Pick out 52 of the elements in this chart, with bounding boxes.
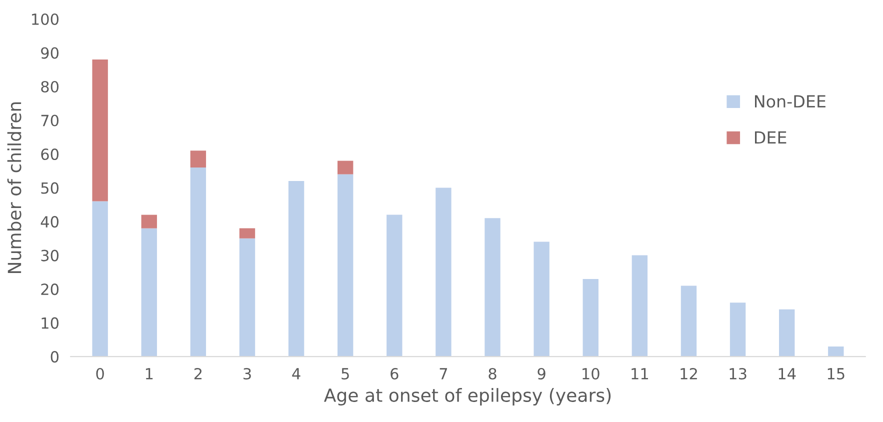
bar xyxy=(582,278,598,357)
x-tick-label: 2 xyxy=(194,368,202,380)
x-tick-label: 5 xyxy=(342,368,349,380)
bar xyxy=(141,228,157,357)
y-tick-label: 30 xyxy=(41,250,59,262)
bar xyxy=(92,60,108,202)
y-tick-label: 80 xyxy=(41,80,59,93)
bar xyxy=(190,150,206,168)
x-tick-label: 14 xyxy=(778,368,796,380)
bar xyxy=(141,214,157,228)
y-tick-label: 60 xyxy=(41,148,59,160)
y-tick-label: 40 xyxy=(40,216,59,228)
bar xyxy=(730,302,746,357)
x-tick-label: 15 xyxy=(828,368,844,380)
x-tick-label: 6 xyxy=(390,368,398,380)
y-tick-label: 90 xyxy=(41,47,59,59)
y-tick-label: 50 xyxy=(41,182,59,194)
x-tick-label: 0 xyxy=(96,368,104,380)
bar xyxy=(386,214,402,357)
bar xyxy=(190,168,206,357)
bar xyxy=(92,201,108,357)
x-tick-label: 3 xyxy=(244,368,251,380)
bar xyxy=(632,255,648,357)
x-tick-label: 11 xyxy=(632,368,648,380)
x-tick-label: 4 xyxy=(292,368,300,380)
x-tick-label: 1 xyxy=(146,368,153,380)
x-tick-label: 13 xyxy=(730,368,746,380)
y-tick-label: 20 xyxy=(41,284,59,296)
bar xyxy=(288,181,304,357)
x-tick-label: 9 xyxy=(538,368,546,380)
bar xyxy=(338,174,354,357)
bar xyxy=(239,228,256,238)
bar xyxy=(436,188,452,357)
legend-label: Non-DEE xyxy=(754,95,826,108)
bar xyxy=(828,346,844,357)
bar xyxy=(779,309,795,357)
legend-label: DEE xyxy=(754,131,786,144)
bar xyxy=(239,238,256,357)
bar xyxy=(484,218,500,357)
x-tick-label: 12 xyxy=(680,368,697,380)
y-tick-label: 10 xyxy=(42,317,59,329)
bar xyxy=(534,242,550,357)
bar xyxy=(680,286,697,357)
x-tick-label: 10 xyxy=(582,368,600,380)
x-axis-title: Age at onset of epilepsy (years) xyxy=(324,388,611,406)
y-tick-label: 0 xyxy=(50,351,59,363)
y-axis-title: Number of children xyxy=(7,102,22,273)
x-tick-label: 7 xyxy=(440,368,448,380)
y-tick-label: 70 xyxy=(41,114,59,126)
y-tick-label: 100 xyxy=(32,13,59,26)
bar xyxy=(338,160,354,174)
x-tick-label: 8 xyxy=(488,368,496,380)
